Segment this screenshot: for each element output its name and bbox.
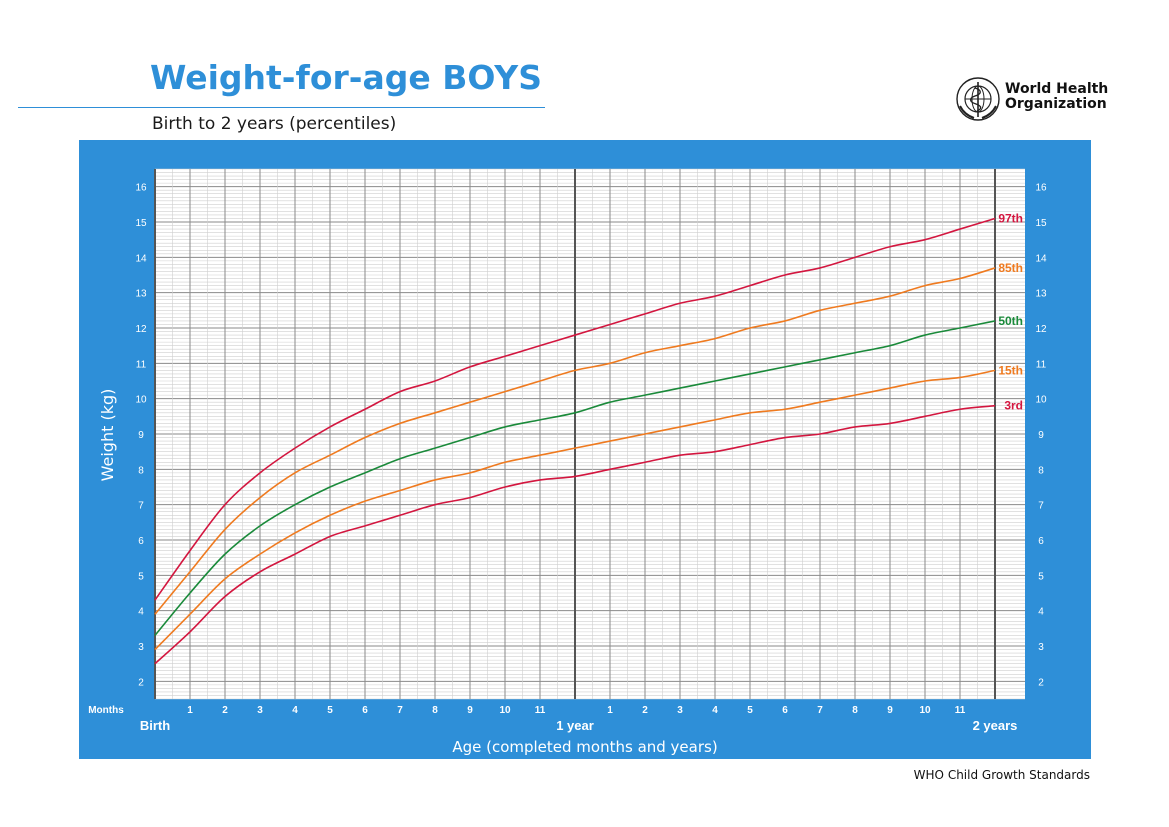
x-tick-label: 7 — [397, 705, 403, 716]
x-tick-label: 3 — [677, 705, 683, 716]
y-tick-label: 8 — [138, 465, 144, 476]
x-tick-label: 7 — [817, 705, 823, 716]
y-tick-label: 15 — [1035, 218, 1047, 229]
curve-p50 — [154, 320, 996, 636]
y-axis-label: Weight (kg) — [98, 389, 117, 482]
label-p3: 3rd — [1004, 399, 1023, 413]
x-tick-label: 11 — [955, 705, 966, 716]
x-tick-label: 2 — [642, 705, 648, 716]
y-tick-label: 12 — [135, 324, 147, 335]
organization-name-line1: World Health — [1005, 81, 1109, 97]
label-p50: 50th — [998, 314, 1023, 328]
y-tick-label: 10 — [135, 395, 147, 406]
percentile-curves — [154, 217, 996, 665]
curve-p15 — [154, 369, 996, 651]
percentile-labels: 3rd 15th 50th 85th 97th — [998, 211, 1023, 412]
curve-p97 — [154, 217, 996, 601]
x-tick-label: 1 — [187, 705, 193, 716]
x-tick-label: 8 — [432, 705, 438, 716]
y-tick-label: 2 — [1038, 677, 1044, 688]
who-emblem-icon — [956, 77, 1000, 121]
y-tick-label: 4 — [1038, 607, 1044, 618]
x-tick-label: 3 — [257, 705, 263, 716]
x-tick-label: 4 — [712, 705, 718, 716]
x-tick-label: 1 — [607, 705, 613, 716]
x-tick-label: 6 — [782, 705, 788, 716]
y-tick-label: 10 — [1035, 395, 1047, 406]
x-year-label: Birth — [140, 718, 170, 733]
y-tick-label: 13 — [1035, 289, 1047, 300]
x-tick-label: 9 — [467, 705, 473, 716]
y-tick-label: 14 — [135, 253, 147, 264]
label-p15: 15th — [998, 363, 1023, 377]
y-tick-label: 11 — [1036, 359, 1047, 370]
y-tick-label: 15 — [135, 218, 147, 229]
months-unit-label: Months — [88, 705, 124, 716]
x-tick-label: 10 — [499, 705, 511, 716]
x-tick-label: 4 — [292, 705, 298, 716]
chart-title: Weight-for-age BOYS — [150, 58, 542, 97]
y-tick-label: 12 — [1035, 324, 1047, 335]
x-year-label: 2 years — [973, 718, 1018, 733]
y-tick-label: 5 — [138, 571, 144, 582]
y-tick-label: 9 — [138, 430, 144, 441]
label-p97: 97th — [998, 211, 1023, 225]
y-tick-label: 5 — [1038, 571, 1044, 582]
curve-p85 — [154, 267, 996, 615]
organization-name-line2: Organization — [1005, 96, 1107, 112]
y-tick-labels-left: 2 3 4 5 6 7 8 9 10 11 12 13 14 15 16 — [135, 183, 147, 689]
y-tick-label: 16 — [135, 183, 147, 194]
x-tick-label: 6 — [362, 705, 368, 716]
y-tick-label: 13 — [135, 289, 147, 300]
organization-name: World Health Organization — [1005, 82, 1108, 112]
x-tick-label: 11 — [535, 705, 546, 716]
title-rule — [18, 107, 545, 108]
y-tick-label: 16 — [1035, 183, 1047, 194]
y-tick-label: 8 — [1038, 465, 1044, 476]
footer-source: WHO Child Growth Standards — [913, 768, 1090, 782]
chart-subtitle: Birth to 2 years (percentiles) — [152, 114, 397, 134]
y-tick-label: 2 — [138, 677, 144, 688]
x-tick-label: 8 — [852, 705, 858, 716]
x-tick-label: 5 — [747, 705, 753, 716]
y-tick-label: 3 — [1038, 642, 1044, 653]
x-axis-label: Age (completed months and years) — [452, 738, 717, 756]
y-tick-label: 3 — [138, 642, 144, 653]
grid — [154, 168, 1025, 700]
y-tick-label: 6 — [1038, 536, 1044, 547]
y-tick-labels-right: 2 3 4 5 6 7 8 9 10 11 12 13 14 15 16 — [1035, 183, 1047, 689]
y-tick-label: 7 — [138, 501, 144, 512]
curve-p3 — [154, 404, 996, 665]
x-tick-label: 5 — [327, 705, 333, 716]
y-tick-label: 4 — [138, 607, 144, 618]
y-tick-label: 14 — [1035, 253, 1047, 264]
x-year-label: 1 year — [556, 718, 594, 733]
x-tick-label: 9 — [887, 705, 893, 716]
label-p85: 85th — [998, 261, 1023, 275]
y-tick-label: 6 — [138, 536, 144, 547]
x-tick-label: 10 — [919, 705, 931, 716]
y-tick-label: 9 — [1038, 430, 1044, 441]
x-tick-label: 2 — [222, 705, 228, 716]
y-tick-label: 7 — [1038, 501, 1044, 512]
y-tick-label: 11 — [136, 359, 147, 370]
